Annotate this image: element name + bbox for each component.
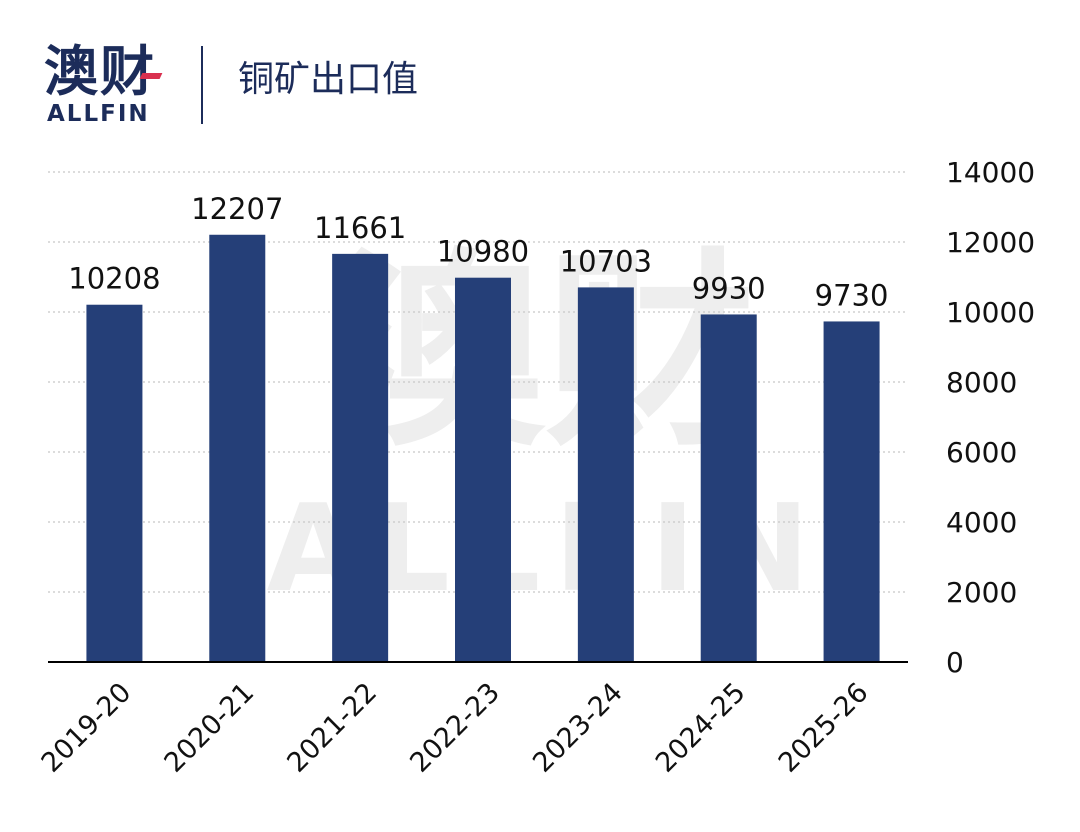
y-tick-label: 12000 (946, 226, 1035, 259)
bar-value-label: 10980 (437, 235, 529, 269)
x-tick-label: 2023-24 (527, 677, 629, 779)
bar-value-label: 9930 (692, 271, 766, 305)
bar (455, 277, 511, 662)
bar-value-label: 9730 (815, 278, 889, 312)
y-tick-label: 0 (946, 646, 964, 679)
bar (332, 253, 389, 663)
x-tick-label: 2024-25 (650, 677, 752, 779)
x-tick-label: 2020-21 (159, 677, 261, 779)
logo-subtext: ALLFIN (47, 101, 150, 127)
y-tick-label: 4000 (946, 506, 1017, 539)
x-tick-label: 2021-22 (281, 677, 383, 779)
bar-value-label: 10208 (68, 262, 160, 296)
bar (823, 321, 880, 662)
x-tick-label: 2025-26 (773, 677, 875, 779)
x-tick-label: 2022-23 (404, 677, 506, 779)
y-tick-label: 10000 (946, 296, 1035, 329)
bar (577, 287, 634, 662)
watermark-text: 澳财 (335, 230, 755, 475)
x-tick-label: 2019-20 (36, 677, 138, 779)
page-title: 铜矿出口值 (238, 59, 419, 100)
bar (209, 234, 266, 662)
bar-value-label: 11661 (314, 211, 406, 245)
logo-text: 澳财 (44, 40, 156, 103)
bar (700, 314, 757, 662)
y-tick-label: 14000 (946, 156, 1035, 189)
bar-value-label: 12207 (191, 192, 283, 226)
brand-logo: 澳财 ALLFIN (44, 40, 169, 130)
bar (86, 304, 143, 662)
bar-value-label: 10703 (560, 244, 652, 278)
y-tick-label: 6000 (946, 436, 1017, 469)
header-divider (201, 46, 203, 124)
y-tick-label: 2000 (946, 576, 1017, 609)
y-tick-label: 8000 (946, 366, 1017, 399)
